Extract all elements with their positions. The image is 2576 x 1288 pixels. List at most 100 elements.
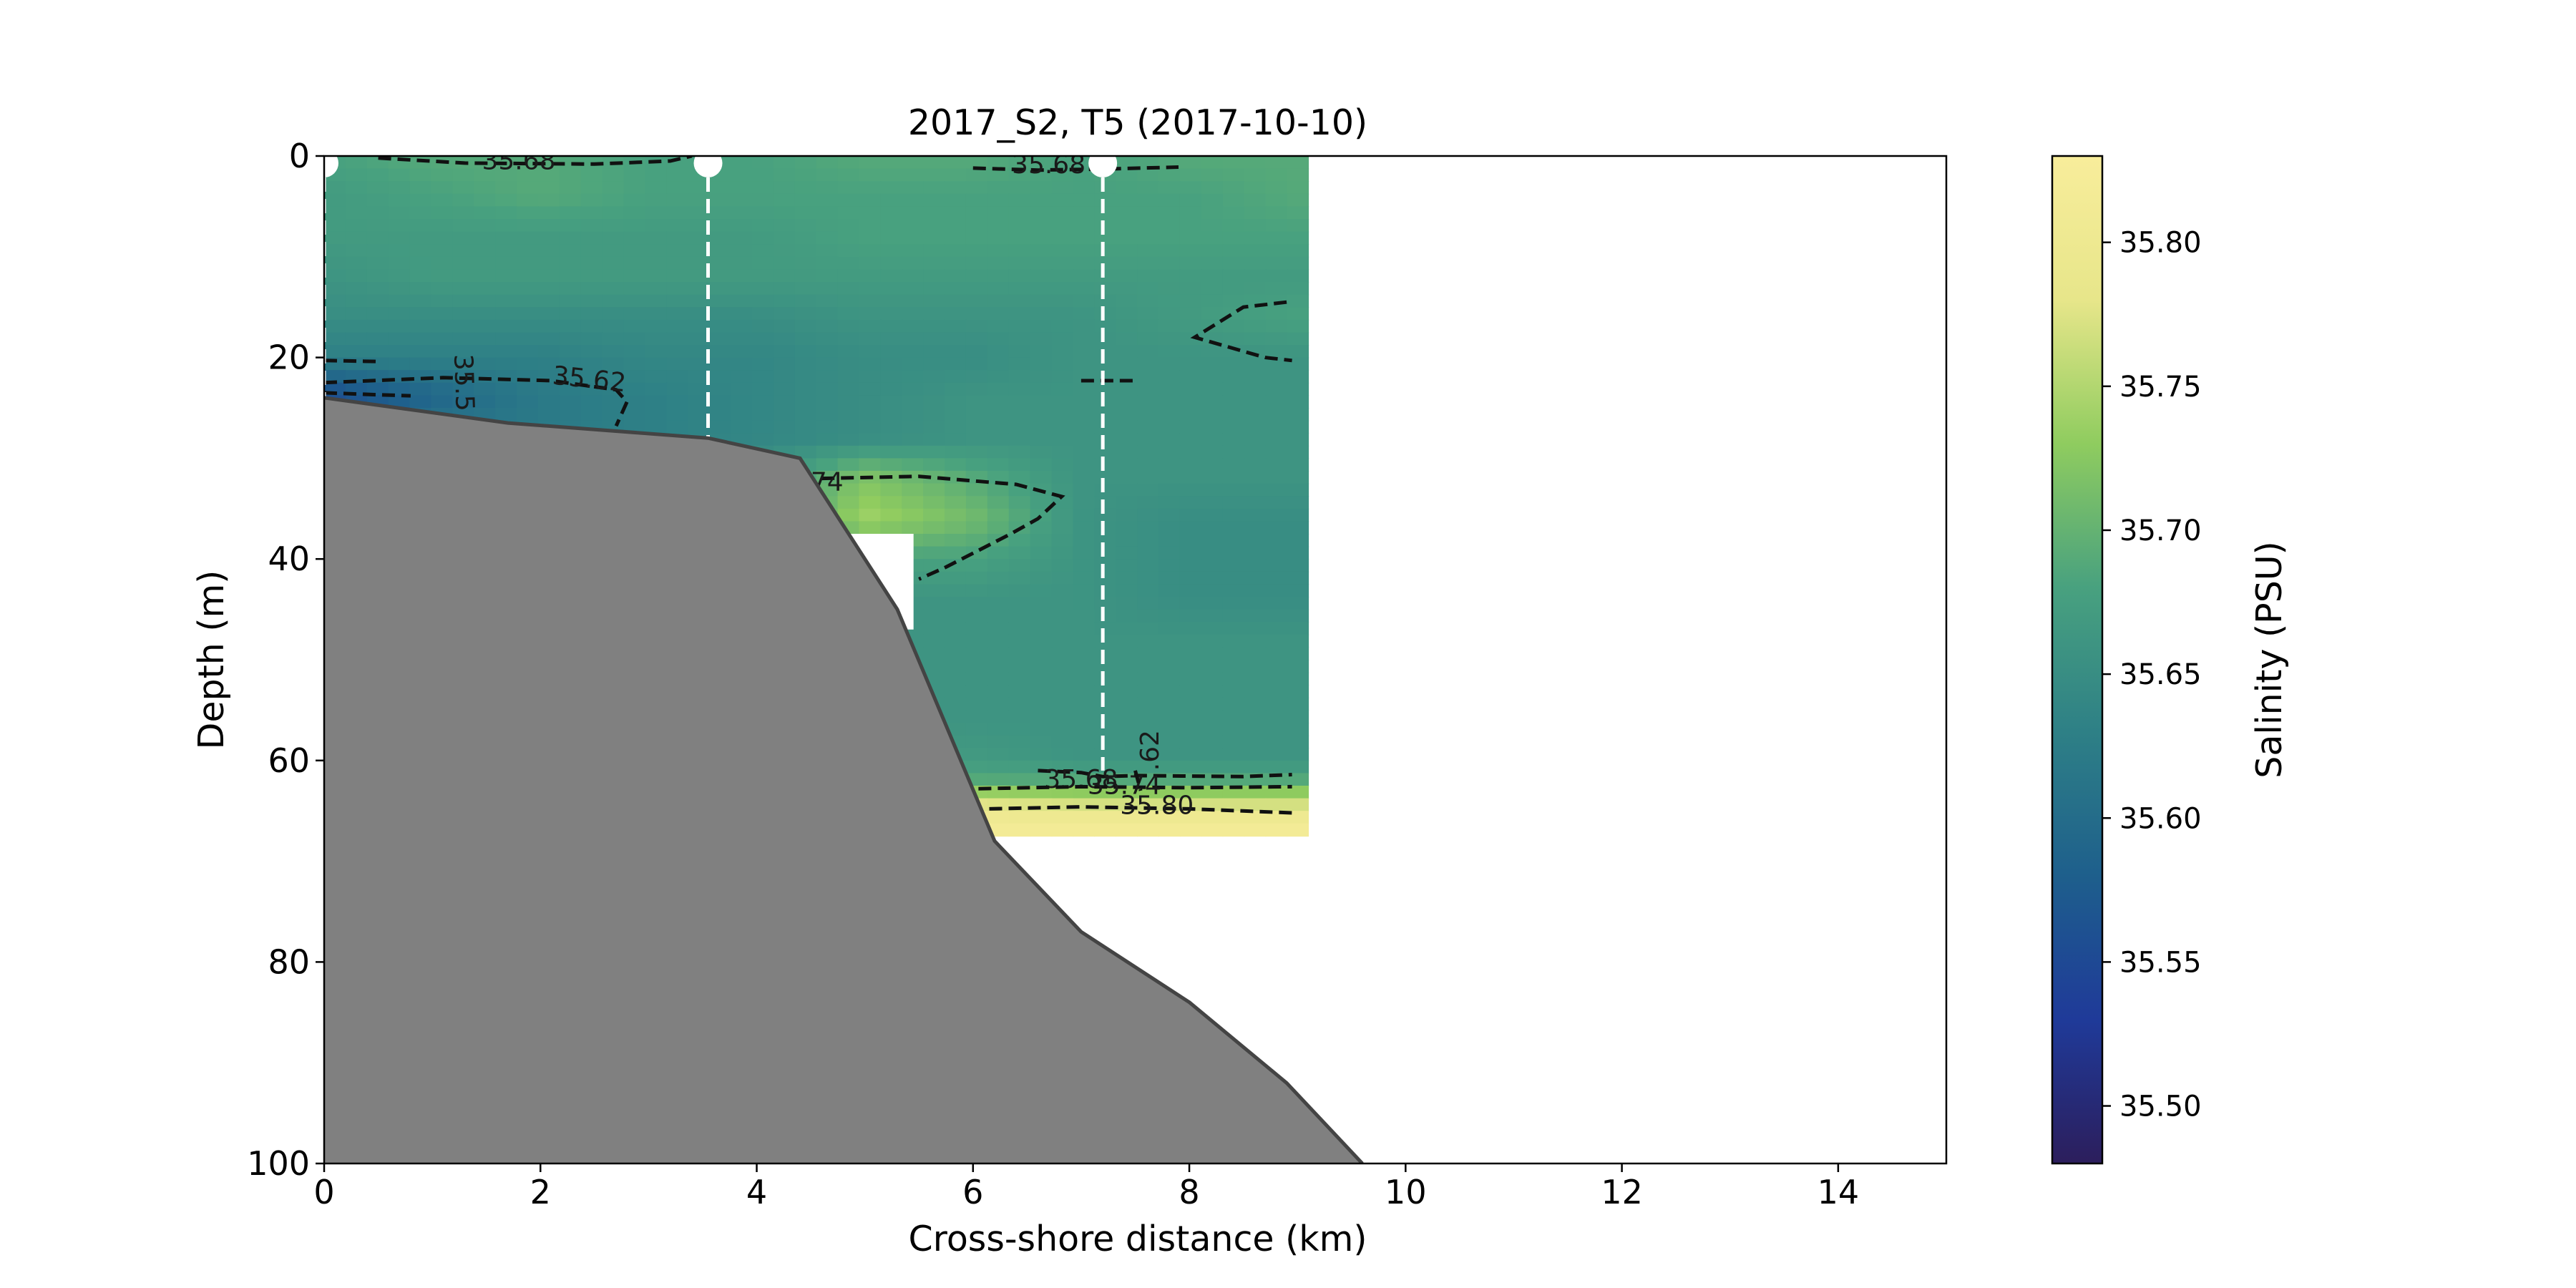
- heatmap-cell: [1030, 420, 1053, 434]
- heatmap-cell: [987, 559, 1010, 572]
- heatmap-cell: [1094, 294, 1116, 308]
- heatmap-cell: [709, 408, 731, 421]
- heatmap-cell: [902, 244, 924, 258]
- heatmap-cell: [345, 231, 368, 245]
- heatmap-cell: [1158, 584, 1181, 597]
- heatmap-cell: [1094, 244, 1116, 258]
- heatmap-cell: [987, 181, 1010, 195]
- heatmap-cell: [1287, 571, 1309, 585]
- heatmap-cell: [987, 773, 1010, 786]
- heatmap-cell: [1244, 156, 1267, 170]
- heatmap-cell: [987, 521, 1010, 535]
- heatmap-cell: [1179, 571, 1202, 585]
- heatmap-cell: [431, 294, 454, 308]
- heatmap-cell: [474, 395, 496, 409]
- heatmap-cell: [366, 357, 389, 371]
- heatmap-cell: [559, 181, 582, 195]
- heatmap-cell: [517, 319, 539, 333]
- heatmap-cell: [1287, 206, 1309, 220]
- heatmap-cell: [1158, 168, 1181, 182]
- contour-label: .62: [1136, 730, 1165, 771]
- heatmap-cell: [1201, 823, 1224, 837]
- heatmap-cell: [1265, 156, 1288, 170]
- heatmap-cell: [1222, 760, 1245, 774]
- heatmap-cell: [1179, 672, 1202, 686]
- heatmap-cell: [666, 345, 689, 358]
- colorbar-tick-label: 35.50: [2119, 1091, 2202, 1123]
- heatmap-cell: [945, 408, 967, 421]
- heatmap-cell: [1265, 496, 1288, 509]
- heatmap-cell: [1244, 723, 1267, 736]
- heatmap-cell: [1287, 584, 1309, 597]
- heatmap-cell: [945, 609, 967, 623]
- heatmap-cell: [495, 181, 517, 195]
- heatmap-cell: [1051, 471, 1074, 484]
- heatmap-cell: [945, 420, 967, 434]
- heatmap-cell: [602, 231, 625, 245]
- heatmap-cell: [1179, 219, 1202, 233]
- heatmap-cell: [1244, 811, 1267, 824]
- heatmap-cell: [731, 357, 753, 371]
- heatmap-cell: [1265, 307, 1288, 321]
- heatmap-cell: [837, 420, 860, 434]
- heatmap-cell: [580, 168, 603, 182]
- heatmap-cell: [1051, 609, 1074, 623]
- heatmap-cell: [666, 332, 689, 346]
- heatmap-cell: [816, 282, 839, 296]
- heatmap-cell: [1179, 345, 1202, 358]
- heatmap-cell: [837, 508, 860, 522]
- heatmap-cell: [1051, 496, 1074, 509]
- heatmap-cell: [1287, 823, 1309, 837]
- heatmap-cell: [1137, 168, 1159, 182]
- heatmap-cell: [1287, 622, 1309, 635]
- heatmap-cell: [1179, 420, 1202, 434]
- heatmap-cell: [1094, 697, 1116, 711]
- heatmap-cell: [452, 219, 475, 233]
- heatmap-cell: [1222, 445, 1245, 459]
- heatmap-cell: [1222, 546, 1245, 560]
- heatmap-cell: [945, 647, 967, 660]
- heatmap-cell: [1244, 534, 1267, 547]
- heatmap-cell: [1222, 231, 1245, 245]
- heatmap-cell: [1137, 357, 1159, 371]
- heatmap-cell: [431, 206, 454, 220]
- heatmap-cell: [1201, 609, 1224, 623]
- heatmap-cell: [1287, 181, 1309, 195]
- heatmap-cell: [1116, 647, 1138, 660]
- heatmap-cell: [1265, 508, 1288, 522]
- heatmap-cell: [324, 244, 346, 258]
- heatmap-cell: [1073, 332, 1096, 346]
- heatmap-cell: [773, 181, 796, 195]
- heatmap-cell: [452, 256, 475, 270]
- heatmap-cell: [431, 256, 454, 270]
- heatmap-cell: [1137, 823, 1159, 837]
- heatmap-cell: [987, 735, 1010, 748]
- heatmap-cell: [1116, 307, 1138, 321]
- heatmap-cell: [580, 231, 603, 245]
- heatmap-cell: [1116, 395, 1138, 409]
- heatmap-cell: [623, 307, 646, 321]
- heatmap-cell: [965, 332, 988, 346]
- heatmap-cell: [409, 219, 432, 233]
- heatmap-cell: [1265, 723, 1288, 736]
- heatmap-cell: [1158, 408, 1181, 421]
- heatmap-cell: [1287, 294, 1309, 308]
- heatmap-cell: [1179, 307, 1202, 321]
- heatmap-cell: [837, 307, 860, 321]
- heatmap-cell: [1265, 244, 1288, 258]
- heatmap-cell: [1222, 156, 1245, 170]
- heatmap-cell: [666, 282, 689, 296]
- heatmap-cell: [859, 420, 882, 434]
- heatmap-cell: [688, 420, 710, 434]
- heatmap-cell: [965, 634, 988, 648]
- heatmap-cell: [495, 382, 517, 396]
- colorbar-gradient: [2051, 155, 2104, 1165]
- heatmap-cell: [1073, 534, 1096, 547]
- heatmap-cell: [1201, 647, 1224, 660]
- heatmap-cell: [965, 307, 988, 321]
- heatmap-cell: [945, 445, 967, 459]
- heatmap-cell: [794, 445, 817, 459]
- heatmap-cell: [1244, 508, 1267, 522]
- heatmap-cell: [965, 244, 988, 258]
